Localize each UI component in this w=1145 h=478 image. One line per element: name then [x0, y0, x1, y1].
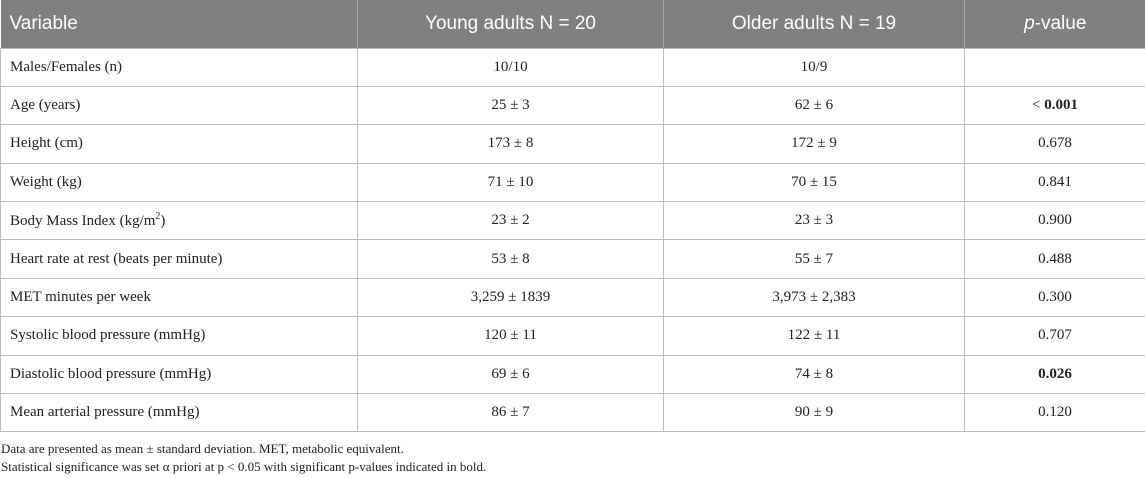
cell-young: 69 ± 6 — [357, 354, 664, 395]
table-row: Diastolic blood pressure (mmHg) 69 ± 6 7… — [0, 354, 1145, 395]
cell-older: 10/9 — [663, 47, 965, 87]
cell-p-value: 0.120 — [964, 393, 1145, 433]
table-row: Heart rate at rest (beats per minute) 53… — [0, 239, 1145, 279]
baseline-characteristics-table: Variable Young adults N = 20 Older adult… — [0, 0, 1145, 433]
cell-p-value: 0.488 — [964, 239, 1145, 279]
table-header: Variable Young adults N = 20 Older adult… — [0, 0, 1145, 48]
bmi-label-end: ) — [160, 213, 166, 230]
cell-variable: Weight (kg) — [0, 162, 358, 203]
bmi-superscript: 2 — [155, 211, 161, 223]
bmi-label: Body Mass Index (kg/m — [10, 213, 156, 230]
footnote-line: Data are presented as mean ± standard de… — [1, 441, 404, 456]
cell-variable: MET minutes per week — [0, 277, 358, 318]
table-footnotes: Data are presented as mean ± standard de… — [1, 440, 486, 476]
cell-older: 55 ± 7 — [663, 239, 965, 279]
cell-young: 71 ± 10 — [357, 162, 664, 203]
cell-p-value: < 0.001 — [964, 85, 1145, 126]
table-body: Males/Females (n) 10/10 10/9 Age (years)… — [0, 47, 1145, 433]
table-row: Systolic blood pressure (mmHg) 120 ± 11 … — [0, 316, 1145, 356]
header-p-value: p-value — [964, 0, 1145, 48]
table-row: Body Mass Index (kg/m2) 23 ± 2 23 ± 3 0.… — [0, 201, 1145, 241]
cell-older: 62 ± 6 — [663, 85, 965, 126]
cell-young: 23 ± 2 — [357, 201, 664, 241]
cell-p-value-significant: 0.026 — [964, 354, 1145, 395]
cell-young: 86 ± 7 — [357, 393, 664, 433]
cell-young: 3,259 ± 1839 — [357, 277, 664, 318]
cell-p-value: 0.300 — [964, 277, 1145, 318]
cell-variable: Age (years) — [0, 85, 358, 126]
cell-older: 3,973 ± 2,383 — [663, 277, 965, 318]
header-variable: Variable — [9, 12, 78, 34]
cell-variable: Mean arterial pressure (mmHg) — [0, 393, 358, 433]
cell-p-value: 0.841 — [964, 162, 1145, 203]
cell-older: 70 ± 15 — [663, 162, 965, 203]
cell-young: 25 ± 3 — [357, 85, 664, 126]
header-p-letter: p — [1024, 12, 1035, 34]
cell-variable: Body Mass Index (kg/m2) — [0, 201, 358, 241]
cell-variable: Males/Females (n) — [0, 47, 358, 87]
header-p-suffix: -value — [1034, 12, 1087, 34]
cell-young: 173 ± 8 — [357, 124, 664, 164]
table-row: MET minutes per week 3,259 ± 1839 3,973 … — [0, 277, 1145, 318]
cell-older: 74 ± 8 — [663, 354, 965, 395]
footnote-line: Statistical significance was set α prior… — [1, 459, 487, 474]
cell-p-value: 0.707 — [964, 316, 1145, 356]
p-value-significant: 0.001 — [1044, 97, 1078, 114]
cell-young: 120 ± 11 — [357, 316, 664, 356]
table-row: Age (years) 25 ± 3 62 ± 6 < 0.001 — [0, 85, 1145, 126]
cell-young: 10/10 — [357, 47, 664, 87]
table-row: Males/Females (n) 10/10 10/9 — [0, 47, 1145, 87]
header-older-adults: Older adults N = 19 — [663, 0, 965, 48]
p-value-prefix: < — [1032, 97, 1045, 114]
cell-variable: Height (cm) — [0, 124, 358, 164]
cell-variable: Systolic blood pressure (mmHg) — [0, 316, 358, 356]
cell-older: 122 ± 11 — [663, 316, 965, 356]
cell-variable: Heart rate at rest (beats per minute) — [0, 239, 358, 279]
cell-older: 90 ± 9 — [663, 393, 965, 433]
cell-young: 53 ± 8 — [357, 239, 664, 279]
cell-p-value — [964, 47, 1145, 87]
cell-older: 172 ± 9 — [663, 124, 965, 164]
cell-older: 23 ± 3 — [663, 201, 965, 241]
cell-variable: Diastolic blood pressure (mmHg) — [0, 354, 358, 395]
header-young-adults: Young adults N = 20 — [357, 0, 664, 48]
header-row: Variable Young adults N = 20 Older adult… — [0, 0, 1145, 48]
table-row: Weight (kg) 71 ± 10 70 ± 15 0.841 — [0, 162, 1145, 203]
cell-p-value: 0.678 — [964, 124, 1145, 164]
table-row: Mean arterial pressure (mmHg) 86 ± 7 90 … — [0, 393, 1145, 433]
cell-p-value: 0.900 — [964, 201, 1145, 241]
table-row: Height (cm) 173 ± 8 172 ± 9 0.678 — [0, 124, 1145, 164]
